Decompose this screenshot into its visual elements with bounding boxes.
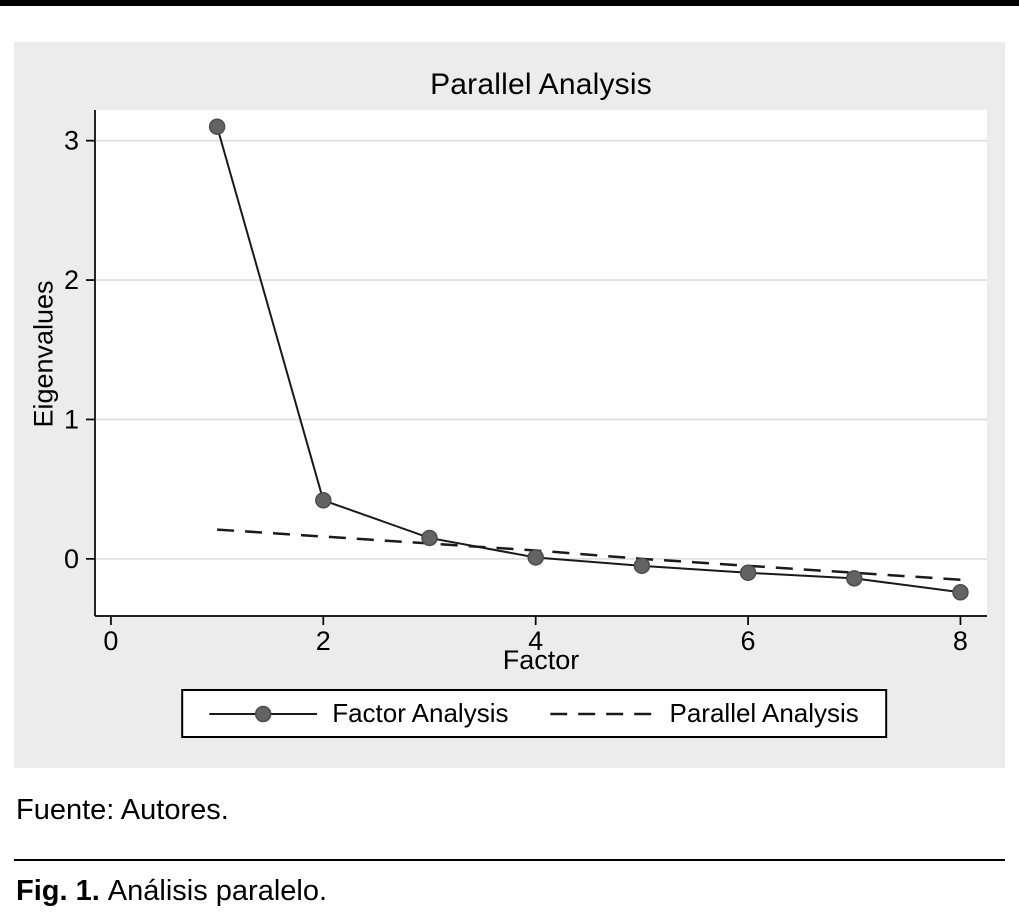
scree-plot: 0 2 4 6 8 0 1 2 3 — [64, 110, 987, 656]
caption-label: Fig. 1. — [16, 875, 100, 907]
legend-item-parallel-analysis: Parallel Analysis — [550, 698, 859, 729]
plot-area — [95, 110, 987, 616]
x-tick-label: 4 — [528, 626, 543, 656]
factor-analysis-line — [216, 126, 961, 594]
data-point-marker — [208, 118, 226, 135]
legend-label-parallel-analysis: Parallel Analysis — [669, 698, 859, 728]
x-tick-label: 2 — [316, 626, 331, 656]
data-point-marker — [952, 584, 969, 601]
figure-caption: Fig. 1. Análisis paralelo. — [16, 875, 327, 908]
caption-text: Análisis paralelo. — [107, 875, 328, 907]
y-tick-label: 1 — [64, 404, 79, 434]
solid-line-marker-swatch — [209, 705, 318, 722]
data-point-marker — [846, 570, 863, 587]
data-point-marker — [739, 564, 757, 582]
y-tick-label: 3 — [64, 126, 79, 156]
data-point-marker — [315, 492, 332, 509]
data-point-marker — [527, 549, 544, 566]
legend: Factor Analysis Parallel Analysis — [181, 689, 887, 738]
y-tick-label: 0 — [64, 544, 79, 574]
dashed-line-swatch — [550, 712, 655, 715]
x-tick-label: 6 — [741, 626, 756, 656]
legend-item-factor-analysis: Factor Analysis — [209, 698, 508, 729]
x-tick-label: 8 — [953, 626, 968, 656]
legend-label-factor-analysis: Factor Analysis — [332, 698, 509, 728]
chart-title: Parallel Analysis — [430, 68, 652, 101]
x-axis-label: Factor — [502, 645, 580, 675]
data-point-marker — [633, 557, 651, 575]
parallel-analysis-line — [217, 528, 961, 582]
y-axis-label: Eigenvalues — [28, 280, 59, 428]
top-divider — [0, 0, 1019, 6]
source-note: Fuente: Autores. — [16, 794, 229, 826]
x-tick-label: 0 — [103, 626, 118, 656]
caption-divider — [14, 859, 1005, 861]
data-point-marker — [421, 529, 438, 547]
y-tick-label: 2 — [64, 265, 79, 295]
